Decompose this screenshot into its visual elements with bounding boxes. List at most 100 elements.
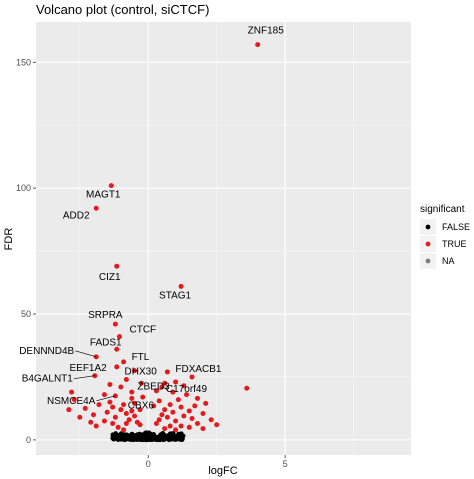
point-true — [118, 384, 124, 390]
y-axis-ticks: 0 50 100 150 — [16, 57, 36, 445]
point-true — [181, 383, 187, 389]
point-labeled — [114, 364, 120, 370]
point-label: EEF1A2 — [69, 363, 107, 374]
label-connector — [75, 350, 97, 358]
point-true — [173, 418, 179, 424]
point-labeled — [138, 380, 144, 386]
point-label: STAG1 — [159, 290, 191, 301]
point-true — [82, 405, 88, 411]
minor-gridlines — [36, 22, 411, 455]
y-axis-title: FDR — [3, 228, 15, 251]
legend-key-symbol — [425, 241, 431, 247]
point-true — [153, 421, 159, 427]
point-label: FADS1 — [90, 337, 122, 348]
point-false — [173, 437, 178, 442]
point-true — [162, 426, 168, 432]
point-false — [129, 436, 135, 441]
point-true — [112, 414, 118, 420]
point-false — [135, 432, 140, 437]
point-false — [124, 432, 130, 438]
label-connector — [73, 375, 95, 380]
point-true — [101, 392, 107, 398]
point-false — [119, 435, 125, 441]
point-true — [184, 392, 190, 398]
point-label: NSMCE4A — [47, 396, 96, 407]
point-true — [189, 415, 195, 421]
point-true — [71, 397, 77, 403]
legend-title: significant — [420, 204, 465, 215]
x-axis-title: logFC — [208, 465, 237, 477]
point-true — [214, 422, 220, 428]
point-labeled — [108, 183, 114, 189]
chart-title: Volcano plot (control, siCTCF) — [36, 2, 209, 17]
point-true — [88, 419, 94, 425]
point-true — [110, 404, 116, 410]
point-true — [129, 408, 135, 414]
point-labeled — [93, 205, 99, 211]
legend: significant FALSE TRUE NA — [420, 204, 470, 269]
point-label: ZBED3 — [137, 381, 170, 392]
point-true — [194, 395, 200, 401]
point-label: FTL — [132, 352, 150, 363]
point-false — [129, 432, 135, 437]
point-false — [167, 431, 173, 436]
point-false — [151, 436, 156, 441]
point-true — [140, 394, 146, 400]
point-false — [168, 435, 174, 441]
point-true — [107, 382, 113, 388]
point-true — [178, 423, 184, 429]
point-true — [167, 423, 173, 429]
point-label: MAGT1 — [86, 190, 121, 201]
point-true — [189, 374, 195, 380]
point-label: DENNND4B — [19, 346, 74, 357]
y-tick-label: 100 — [16, 183, 31, 193]
y-tick-label: 150 — [16, 57, 31, 67]
point-true — [137, 422, 143, 428]
x-tick-label: 0 — [146, 459, 151, 469]
point-true — [159, 412, 165, 418]
point-labeled — [159, 384, 165, 390]
point-true — [162, 407, 168, 413]
point-true — [69, 389, 75, 395]
point-labeled — [116, 334, 122, 340]
point-true — [194, 421, 200, 427]
point-true — [200, 426, 206, 432]
legend-label: NA — [442, 256, 455, 266]
point-true — [181, 413, 187, 419]
point-true — [123, 376, 129, 382]
y-tick-label: 0 — [26, 435, 31, 445]
point-true — [192, 403, 198, 409]
point-false — [144, 437, 150, 442]
point-true — [167, 402, 173, 408]
point-false — [160, 430, 166, 436]
point-false — [115, 437, 121, 442]
point-true — [129, 389, 135, 395]
point-false — [157, 437, 163, 443]
point-false — [146, 430, 152, 436]
point-true — [115, 424, 121, 430]
point-labeled — [164, 369, 170, 375]
point-labeled — [129, 395, 135, 401]
point-label: FDXACB1 — [175, 364, 222, 375]
major-gridlines — [36, 22, 411, 455]
point-true — [132, 413, 138, 419]
point-true — [77, 414, 83, 420]
point-label: B4GALNT1 — [22, 374, 74, 385]
point-true — [162, 380, 168, 386]
label-connectors — [73, 350, 116, 402]
point-true — [107, 399, 113, 405]
point-true — [123, 410, 129, 416]
point-true — [173, 427, 179, 433]
point-labeled — [114, 263, 120, 269]
point-true — [203, 400, 209, 406]
legend-key-symbol — [425, 258, 431, 264]
point-true — [200, 410, 206, 416]
point-false — [138, 432, 144, 437]
point-true — [90, 412, 96, 418]
point-false — [164, 434, 170, 440]
point-true — [170, 409, 176, 415]
point-true — [121, 427, 127, 433]
point-true — [121, 402, 127, 408]
